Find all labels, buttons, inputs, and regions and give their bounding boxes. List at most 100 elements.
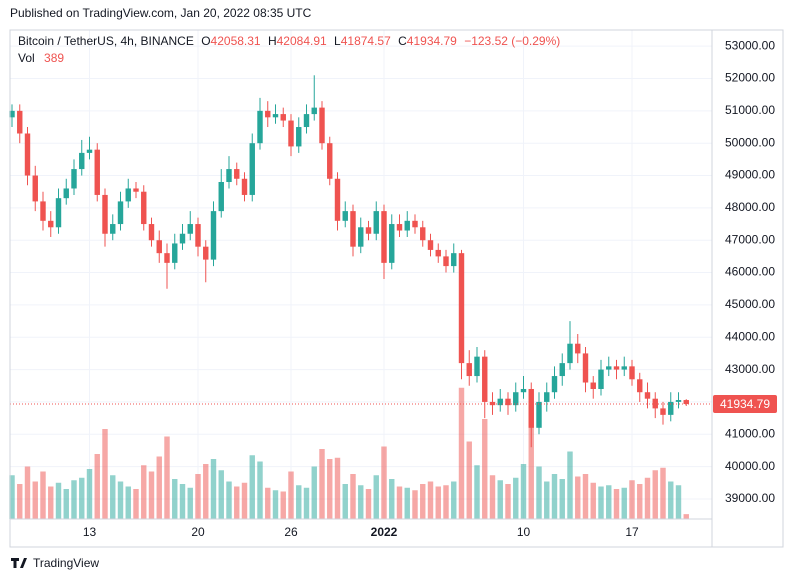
volume-bar	[272, 490, 279, 519]
candle-body	[513, 392, 519, 406]
y-tick-label: 51000.00	[725, 103, 775, 117]
open-value: 42058.31	[211, 34, 261, 48]
candle-body	[40, 201, 46, 221]
volume-bar	[241, 482, 248, 519]
volume-bar	[505, 484, 511, 519]
candle-body	[55, 198, 62, 228]
candle-body	[381, 211, 387, 263]
volume-value: 389	[44, 51, 64, 65]
candle-body	[164, 253, 170, 263]
candle-body	[272, 114, 279, 118]
volume-bar	[389, 479, 395, 519]
volume-bar	[226, 481, 232, 519]
volume-bar	[164, 436, 170, 519]
volume-bar	[637, 484, 643, 519]
candle-body	[582, 353, 589, 383]
y-tick-label: 46000.00	[725, 265, 775, 279]
close-prefix: C	[398, 34, 407, 48]
x-tick-label: 2022	[371, 525, 398, 539]
volume-bar	[172, 479, 178, 519]
volume-bar	[582, 474, 589, 519]
low-value: 41874.57	[341, 34, 391, 48]
candle-body	[203, 246, 209, 260]
high-value: 42084.91	[277, 34, 327, 48]
candle-body	[319, 107, 325, 144]
volume-bar	[497, 480, 503, 519]
candle-body	[86, 149, 93, 153]
candle-body	[613, 366, 620, 370]
candle-body	[226, 169, 232, 183]
volume-bar	[567, 451, 573, 519]
candle-body	[24, 133, 31, 176]
volume-bar	[451, 481, 457, 519]
candle-body	[427, 240, 434, 250]
y-tick-label: 40000.00	[725, 459, 775, 473]
high-prefix: H	[268, 34, 277, 48]
volume-bar	[373, 475, 379, 519]
volume-bar	[133, 489, 139, 519]
volume-bar	[544, 481, 550, 519]
x-tick-label: 26	[284, 525, 298, 539]
candle-body	[404, 220, 410, 231]
volume-label: Vol	[18, 51, 35, 65]
x-tick-label: 20	[191, 525, 205, 539]
candle-body	[590, 382, 596, 389]
candle-body	[71, 169, 77, 189]
footer-logo: TradingView	[11, 556, 99, 570]
candle-body	[675, 400, 682, 402]
volume-bar	[55, 482, 62, 519]
y-tick-label: 43000.00	[725, 362, 775, 376]
last-price-label: 41934.79	[720, 397, 770, 411]
volume-bar	[489, 475, 496, 519]
volume-bar	[668, 481, 674, 519]
candle-body	[210, 211, 217, 260]
volume-bar	[9, 475, 15, 519]
candle-body	[668, 401, 674, 415]
volume-bar	[381, 446, 387, 519]
candle-body	[443, 256, 449, 267]
candle-body	[288, 120, 294, 147]
volume-bar	[613, 489, 620, 519]
candle-body	[350, 211, 356, 247]
candle-body	[94, 149, 100, 195]
volume-bar	[48, 486, 54, 519]
volume-bar	[94, 454, 100, 519]
candle-body	[520, 388, 527, 393]
volume-bar	[629, 480, 635, 519]
footer-brand: TradingView	[33, 556, 99, 570]
candle-body	[489, 401, 496, 406]
volume-bar	[63, 489, 69, 519]
candle-body	[265, 110, 271, 118]
volume-bar	[474, 465, 480, 519]
candle-body	[195, 224, 201, 247]
volume-bar	[683, 514, 689, 519]
candle-body	[9, 110, 15, 118]
candle-body	[241, 178, 248, 195]
volume-bar	[110, 475, 116, 519]
volume-bar	[334, 457, 341, 519]
volume-bar	[32, 481, 38, 519]
candles	[9, 75, 689, 448]
change: −123.52 (−0.29%)	[464, 34, 560, 48]
volume-bars	[9, 387, 689, 519]
volume-bar	[443, 485, 449, 519]
y-tick-label: 44000.00	[725, 329, 775, 343]
symbol: Bitcoin / TetherUS, 4h, BINANCE	[18, 34, 194, 48]
candle-body	[683, 400, 689, 405]
candle-body	[606, 366, 612, 370]
candle-body	[249, 143, 255, 195]
y-tick-label: 52000.00	[725, 71, 775, 85]
candle-body	[342, 211, 348, 221]
legend-line: Bitcoin / TetherUS, 4h, BINANCE O42058.3…	[18, 34, 560, 48]
volume-bar	[466, 441, 472, 519]
x-tick-label: 17	[625, 525, 639, 539]
candle-body	[598, 369, 604, 389]
volume-bar	[342, 484, 348, 519]
candle-body	[311, 107, 317, 115]
candle-body	[497, 398, 503, 406]
volume-bar	[218, 470, 224, 519]
candle-body	[412, 220, 418, 228]
candle-body	[280, 114, 286, 121]
candle-body	[303, 114, 310, 128]
volume-bar	[350, 474, 356, 519]
